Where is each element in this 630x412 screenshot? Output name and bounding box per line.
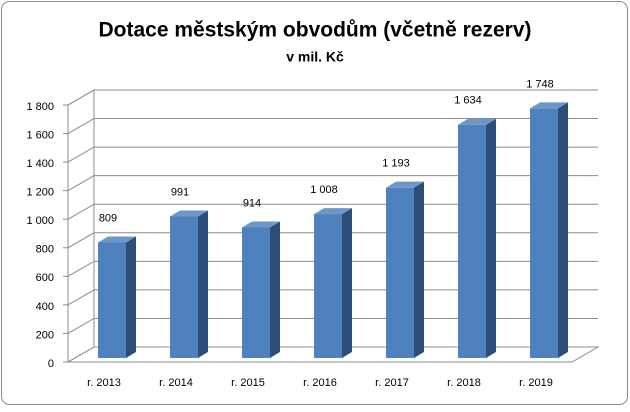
bar-top bbox=[386, 181, 424, 188]
grid-line bbox=[67, 317, 598, 334]
y-tick-label: 0 bbox=[48, 358, 54, 370]
bar-side bbox=[198, 210, 208, 358]
bar-top bbox=[98, 236, 136, 243]
bar-top bbox=[458, 118, 496, 125]
bar-top bbox=[530, 102, 568, 109]
x-tick-label: r. 2019 bbox=[519, 377, 553, 389]
grid-line bbox=[67, 289, 598, 306]
bar-side bbox=[270, 221, 280, 358]
value-label: 1 193 bbox=[382, 158, 410, 170]
bar bbox=[242, 227, 270, 358]
bar-side bbox=[558, 102, 568, 359]
bar-side bbox=[486, 118, 496, 358]
y-tick-label: 1 800 bbox=[26, 101, 54, 113]
bar-side bbox=[342, 208, 352, 358]
value-label: 1 748 bbox=[526, 78, 554, 90]
bar-top bbox=[314, 208, 352, 215]
chart-subtitle: v mil. Kč bbox=[286, 49, 344, 65]
grid-line bbox=[67, 203, 598, 220]
x-tick-label: r. 2014 bbox=[159, 377, 193, 389]
bar bbox=[386, 187, 414, 358]
y-tick-label: 600 bbox=[36, 272, 54, 284]
bar bbox=[458, 124, 486, 358]
bar bbox=[314, 214, 342, 358]
y-tick-label: 1 200 bbox=[26, 187, 54, 199]
value-label: 1 634 bbox=[454, 95, 482, 107]
grid-line bbox=[67, 89, 598, 106]
value-label: 991 bbox=[171, 186, 189, 198]
bar bbox=[98, 242, 126, 358]
bar-side bbox=[126, 236, 136, 358]
y-tick-label: 800 bbox=[36, 244, 54, 256]
y-tick-label: 200 bbox=[36, 329, 54, 341]
chart-title: Dotace městským obvodům (včetně rezerv) bbox=[99, 19, 532, 42]
grid-line bbox=[67, 260, 598, 277]
value-label: 809 bbox=[99, 212, 117, 224]
y-tick-label: 1 400 bbox=[26, 158, 54, 170]
bar bbox=[530, 108, 558, 359]
x-tick-label: r. 2016 bbox=[303, 377, 337, 389]
grid-line bbox=[67, 175, 598, 192]
y-tick-label: 1 000 bbox=[26, 215, 54, 227]
value-label: 1 008 bbox=[310, 184, 338, 196]
x-tick-label: r. 2015 bbox=[231, 377, 265, 389]
bar-top bbox=[170, 210, 208, 217]
x-tick-label: r. 2017 bbox=[375, 377, 409, 389]
grid-line bbox=[67, 232, 598, 249]
value-label: 914 bbox=[243, 197, 261, 209]
bar bbox=[170, 216, 198, 358]
grid-line bbox=[67, 346, 598, 363]
x-tick-label: r. 2018 bbox=[447, 377, 481, 389]
bar-top bbox=[242, 221, 280, 228]
y-tick-label: 400 bbox=[36, 301, 54, 313]
grid-line bbox=[67, 146, 598, 163]
x-tick-label: r. 2013 bbox=[87, 377, 121, 389]
bar-side bbox=[414, 181, 424, 358]
grid-line bbox=[67, 118, 598, 134]
y-tick-label: 1 600 bbox=[26, 129, 54, 141]
